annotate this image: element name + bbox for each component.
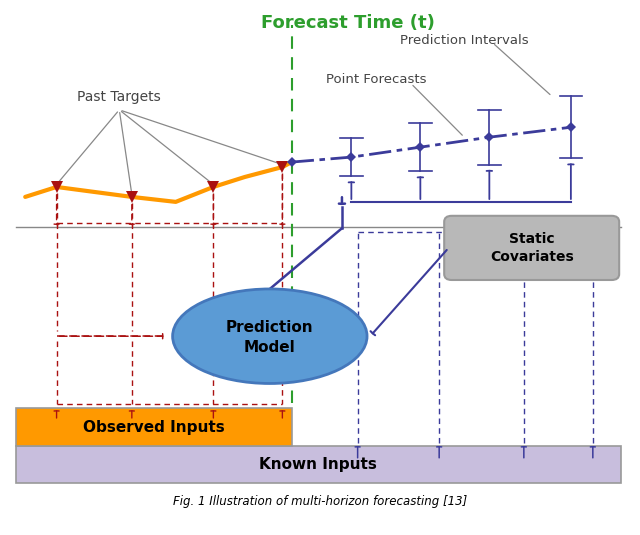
Text: Point Forecasts: Point Forecasts: [326, 73, 427, 87]
Text: Observed Inputs: Observed Inputs: [83, 419, 225, 434]
FancyBboxPatch shape: [16, 408, 292, 446]
Text: Known Inputs: Known Inputs: [259, 457, 378, 472]
Text: Prediction: Prediction: [226, 320, 314, 335]
Text: Prediction Intervals: Prediction Intervals: [400, 34, 529, 47]
Ellipse shape: [173, 289, 367, 384]
Text: Static: Static: [509, 232, 554, 246]
Text: Covariates: Covariates: [490, 250, 573, 264]
Text: Forecast Time (t): Forecast Time (t): [261, 14, 435, 32]
FancyBboxPatch shape: [16, 446, 621, 483]
Text: Model: Model: [244, 340, 296, 355]
FancyBboxPatch shape: [444, 216, 619, 280]
Text: Past Targets: Past Targets: [77, 90, 161, 104]
Text: Fig. 1 Illustration of multi-horizon forecasting [13]: Fig. 1 Illustration of multi-horizon for…: [173, 495, 467, 508]
